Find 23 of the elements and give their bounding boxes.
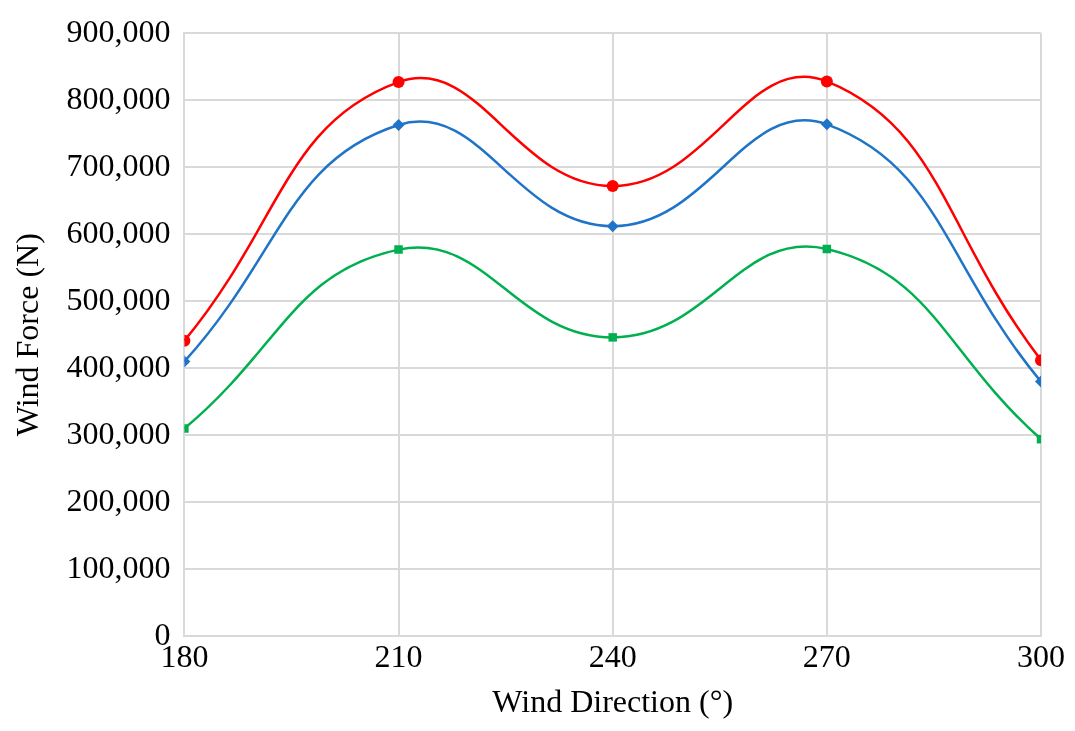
y-tick-label: 600,000 (66, 213, 171, 250)
y-tick-label: 800,000 (66, 79, 171, 116)
point (392, 118, 405, 131)
y-axis-title: Wind Force (N) (8, 233, 45, 437)
point (820, 118, 833, 131)
point (394, 245, 403, 254)
x-axis-title: Wind Direction (°) (492, 683, 734, 720)
x-tick-label: 240 (588, 637, 637, 674)
y-tick-label: 500,000 (66, 280, 171, 317)
point (606, 220, 619, 233)
y-tick-label: 100,000 (66, 548, 171, 585)
y-tick-label: 700,000 (66, 146, 171, 183)
y-tick-label: 200,000 (66, 481, 171, 518)
point (820, 75, 833, 88)
x-tick-label: 300 (1017, 637, 1065, 674)
x-tick-label: 210 (374, 637, 423, 674)
x-tick-label: 270 (802, 637, 851, 674)
point (606, 179, 619, 192)
point (392, 76, 405, 89)
y-tick-label: 900,000 (66, 12, 171, 49)
point (608, 333, 617, 342)
y-tick-label: 300,000 (66, 414, 171, 451)
y-tick-label: 400,000 (66, 347, 171, 384)
